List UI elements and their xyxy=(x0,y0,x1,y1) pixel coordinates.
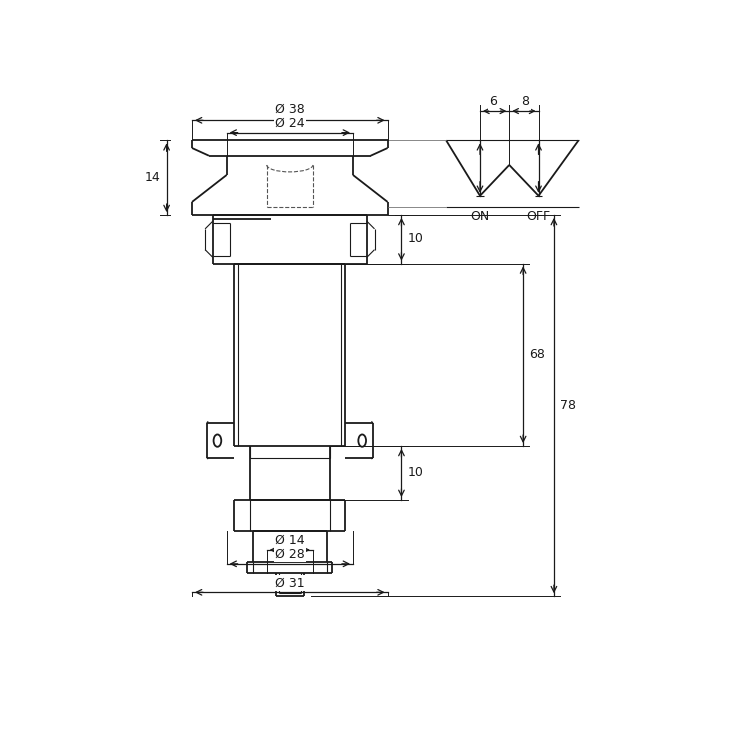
Text: ON: ON xyxy=(471,210,490,223)
Ellipse shape xyxy=(358,435,366,447)
Text: Ø 28: Ø 28 xyxy=(275,548,305,561)
Text: 6: 6 xyxy=(489,95,497,108)
Text: 10: 10 xyxy=(408,466,424,479)
Text: 78: 78 xyxy=(560,399,576,412)
Text: 14: 14 xyxy=(145,171,161,184)
Ellipse shape xyxy=(213,435,221,447)
Text: 8: 8 xyxy=(521,95,529,108)
Text: Ø 24: Ø 24 xyxy=(275,117,305,130)
Text: OFF: OFF xyxy=(526,210,550,223)
Text: Ø 38: Ø 38 xyxy=(275,103,305,116)
Text: 10: 10 xyxy=(408,232,424,246)
Text: Ø 14: Ø 14 xyxy=(275,534,305,548)
Text: 68: 68 xyxy=(529,348,545,361)
Text: Ø 31: Ø 31 xyxy=(275,577,305,589)
